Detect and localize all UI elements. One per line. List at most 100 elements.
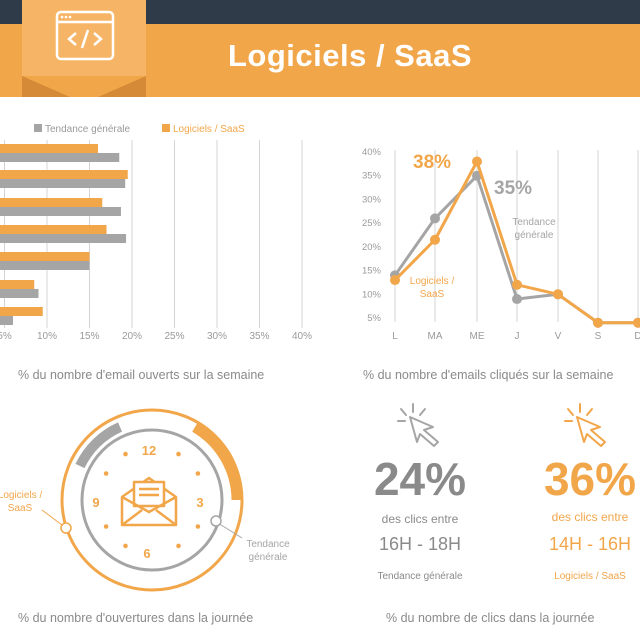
annotation-orange-line1: Logiciels / — [410, 276, 455, 287]
line-y-tick-label: 10% — [362, 289, 382, 300]
line-y-tick-label: 15% — [362, 266, 382, 277]
line-x-tick-label: S — [595, 331, 602, 342]
clock-hour-dot — [123, 543, 128, 549]
line-point-saas — [390, 275, 400, 286]
cursor-click-icon-grey — [397, 403, 439, 447]
legend-swatch-grey — [34, 124, 42, 132]
bar-saas — [0, 198, 103, 207]
bar-general — [0, 316, 13, 325]
line-chart-caption: % du nombre d'emails cliqués sur la sema… — [363, 368, 614, 382]
clock-hour-dot — [176, 543, 181, 549]
code-window-icon — [55, 10, 115, 61]
line-point-saas — [512, 279, 522, 290]
bar-general — [0, 289, 39, 298]
bar-x-tick-label: 10% — [37, 331, 57, 342]
clicks-caption: % du nombre de clics dans la journée — [386, 611, 595, 625]
clock-hour-dot — [123, 451, 128, 457]
clock-leader-grey — [217, 522, 243, 539]
line-point-saas — [593, 317, 603, 328]
clock-hour-dot — [195, 524, 201, 529]
line-x-tick-label: V — [555, 331, 562, 342]
bar-saas — [0, 252, 90, 261]
clock-hour-dot — [103, 524, 109, 529]
clock-arc-grey — [75, 422, 123, 469]
bar-chart: Tendance générale Logiciels / SaaS 5% 10%… — [0, 124, 312, 342]
line-y-tick-label: 30% — [362, 194, 382, 205]
clock-number-3: 3 — [196, 495, 203, 510]
legend-label-grey: Tendance générale — [45, 124, 131, 135]
header-decor — [22, 10, 146, 97]
clock-label-orange-line1: Logiciels / — [0, 490, 42, 501]
bar-saas — [0, 170, 128, 179]
bar-general — [0, 234, 127, 243]
bar-x-tick-label: 30% — [207, 331, 227, 342]
line-y-tick-label: 25% — [362, 218, 382, 229]
bar-x-tick-label: 20% — [122, 331, 142, 342]
line-point-general — [430, 213, 440, 224]
line-point-saas — [430, 234, 440, 245]
annotation-grey-line2: générale — [515, 230, 554, 241]
line-x-tick-label: L — [392, 331, 398, 342]
line-point-saas — [472, 156, 482, 167]
clock-arc-orange — [192, 422, 243, 501]
bar-saas — [0, 144, 98, 153]
clock-outer-ring — [60, 408, 244, 592]
bar-general — [0, 153, 120, 162]
line-x-tick-label: ME — [470, 331, 485, 342]
cursor-click-icon-orange — [564, 403, 606, 447]
line-y-tick-label: 40% — [362, 147, 382, 158]
clock-hour-dot — [103, 471, 109, 476]
annotation-grey-line1: Tendance — [512, 217, 556, 228]
clock-number-9: 9 — [92, 495, 99, 510]
bar-x-tick-label: 35% — [249, 331, 269, 342]
stat-saas-line: des clics entre — [551, 510, 629, 524]
bar-general — [0, 261, 90, 270]
page-title: Logiciels / SaaS — [227, 38, 473, 73]
bar-chart-caption: % du nombre d'email ouverts sur la semai… — [18, 368, 265, 382]
bar-general — [0, 179, 126, 188]
stat-saas-label: Logiciels / SaaS — [554, 571, 626, 582]
clock-marker-orange — [60, 522, 72, 534]
bar-x-tick-label: 15% — [79, 331, 99, 342]
annotation-peak-grey: 35% — [494, 178, 532, 199]
line-x-tick-label: MA — [428, 331, 443, 342]
bar-x-tick-label: 40% — [292, 331, 312, 342]
clock-label-grey-line1: Tendance — [246, 539, 290, 550]
annotation-orange-line2: SaaS — [420, 289, 445, 300]
bar-x-tick-label: 25% — [164, 331, 184, 342]
clock-number-6: 6 — [143, 546, 150, 561]
clock-hour-dot — [176, 451, 181, 457]
line-point-general — [512, 294, 522, 305]
stat-saas-value: 36% — [543, 453, 637, 505]
clock-caption: % du nombre d'ouvertures dans la journée — [18, 611, 254, 625]
line-y-tick-label: 20% — [362, 242, 382, 253]
line-point-saas — [553, 289, 563, 300]
stat-general-line: des clics entre — [381, 512, 459, 526]
clock-hour-dot — [195, 471, 201, 476]
line-point-saas — [633, 317, 640, 328]
bar-x-tick-label: 5% — [0, 331, 12, 342]
open-envelope-icon — [120, 476, 178, 527]
stat-general-value: 24% — [373, 453, 467, 505]
line-chart: 5% 10% 15% 20% 25% 30% 35% 40% L MA ME J V S D 38% 35%… — [362, 147, 640, 342]
clock-label-grey-line2: générale — [249, 552, 288, 563]
clock-inner-ring — [80, 428, 224, 572]
annotation-peak-orange: 38% — [413, 152, 451, 173]
legend-swatch-orange — [162, 124, 170, 132]
line-y-tick-label: 5% — [367, 313, 381, 324]
line-x-tick-label: J — [515, 331, 520, 342]
line-y-tick-label: 35% — [362, 171, 382, 182]
clock-marker-grey — [210, 515, 222, 527]
bar-saas — [0, 307, 43, 316]
stat-general-hours: 16H - 18H — [378, 534, 462, 554]
line-x-tick-label: D — [634, 331, 640, 342]
stat-general-label: Tendance générale — [377, 571, 463, 582]
clock-label-orange-line2: SaaS — [8, 503, 33, 514]
bar-saas — [0, 225, 107, 234]
legend-label-orange: Logiciels / SaaS — [173, 124, 245, 135]
clock-chart: 12 3 6 9 Logiciels / SaaS Tendance génér… — [0, 408, 290, 592]
bar-general — [0, 207, 121, 216]
clock-number-12: 12 — [142, 443, 156, 458]
bar-saas — [0, 280, 35, 289]
